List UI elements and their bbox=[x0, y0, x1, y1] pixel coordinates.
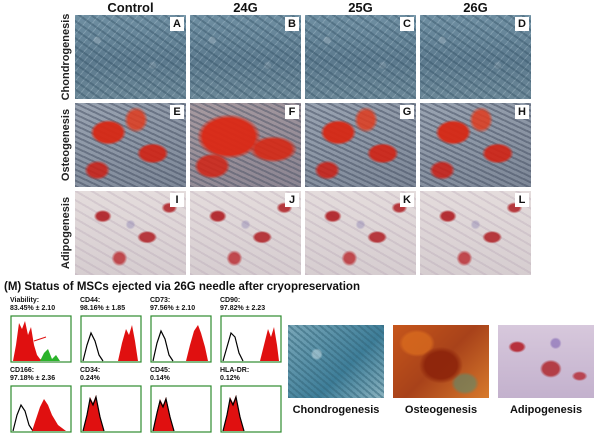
column-header-25g: 25G bbox=[348, 0, 373, 15]
micrograph-adipogenesis-control: I bbox=[75, 191, 186, 275]
micrograph-adipogenesis-26g: L bbox=[420, 191, 531, 275]
row-label-chondrogenesis: Chondrogenesis bbox=[60, 13, 72, 101]
row-label-adipogenesis: Adipogenesis bbox=[60, 196, 72, 270]
panel-letter-h: H bbox=[515, 105, 529, 119]
flow-value-cd34: 0.24% bbox=[80, 375, 100, 382]
flow-panel-cd90: CD90: 97.82% ± 2.23 bbox=[220, 297, 282, 365]
panel-letter-g: G bbox=[400, 105, 414, 119]
panel-letter-j: J bbox=[285, 193, 299, 207]
column-header-24g: 24G bbox=[233, 0, 258, 15]
panel-letter-d: D bbox=[515, 17, 529, 31]
flow-label-cd45: CD45: bbox=[150, 367, 171, 374]
flow-panel-cd166: CD166: 97.18% ± 2.36 bbox=[10, 367, 72, 435]
flow-label-cd166: CD166: bbox=[10, 367, 35, 374]
micrograph-osteogenesis-25g: G bbox=[305, 103, 416, 187]
panel-letter-l: L bbox=[515, 193, 529, 207]
histogram-hla-dr bbox=[220, 385, 282, 433]
panel-letter-e: E bbox=[170, 105, 184, 119]
section-m-title: (M) Status of MSCs ejected via 26G needl… bbox=[4, 281, 360, 293]
flow-value-cd166: 97.18% ± 2.36 bbox=[10, 375, 56, 382]
flow-panel-viability: Viability: 83.45% ± 2.10 bbox=[10, 297, 72, 365]
micrograph-osteogenesis-26g: H bbox=[420, 103, 531, 187]
micrograph-chondrogenesis-24g: B bbox=[190, 15, 301, 99]
micrograph-adipogenesis-24g: J bbox=[190, 191, 301, 275]
flow-label-hla-dr: HLA-DR: bbox=[220, 367, 250, 374]
row-label-osteogenesis: Osteogenesis bbox=[60, 108, 72, 182]
flow-label-cd44: CD44: bbox=[80, 297, 101, 304]
panel-letter-c: C bbox=[400, 17, 414, 31]
micrograph-chondrogenesis-control: A bbox=[75, 15, 186, 99]
histogram-cd45 bbox=[150, 385, 212, 433]
histogram-cd166 bbox=[10, 385, 72, 433]
flow-label-cd90: CD90: bbox=[220, 297, 241, 304]
flow-label-cd73: CD73: bbox=[150, 297, 171, 304]
micrograph-osteogenesis-control: E bbox=[75, 103, 186, 187]
micrograph-chondrogenesis-25g: C bbox=[305, 15, 416, 99]
histogram-viability bbox=[10, 315, 72, 363]
panel-letter-f: F bbox=[285, 105, 299, 119]
histogram-cd73 bbox=[150, 315, 212, 363]
flow-panel-cd44: CD44: 98.16% ± 1.85 bbox=[80, 297, 142, 365]
flow-value-cd44: 98.16% ± 1.85 bbox=[80, 305, 126, 312]
panel-letter-i: I bbox=[170, 193, 184, 207]
flow-value-cd45: 0.14% bbox=[150, 375, 170, 382]
flow-panel-cd73: CD73: 97.56% ± 2.10 bbox=[150, 297, 212, 365]
panel-letter-a: A bbox=[170, 17, 184, 31]
histogram-cd44 bbox=[80, 315, 142, 363]
column-header-26g: 26G bbox=[463, 0, 488, 15]
flow-panel-cd34: CD34: 0.24% bbox=[80, 367, 142, 435]
histogram-cd90 bbox=[220, 315, 282, 363]
flow-value-viability: 83.45% ± 2.10 bbox=[10, 305, 56, 312]
micrograph-adipogenesis-25g: K bbox=[305, 191, 416, 275]
flow-label-cd34: CD34: bbox=[80, 367, 101, 374]
flow-value-cd90: 97.82% ± 2.23 bbox=[220, 305, 266, 312]
panel-letter-k: K bbox=[400, 193, 414, 207]
micrograph-chondrogenesis-26g: D bbox=[420, 15, 531, 99]
label-m-osteogenesis: Osteogenesis bbox=[404, 404, 478, 416]
histogram-cd34 bbox=[80, 385, 142, 433]
flow-value-cd73: 97.56% ± 2.10 bbox=[150, 305, 196, 312]
micrograph-osteogenesis-24g: F bbox=[190, 103, 301, 187]
flow-label-viability: Viability: bbox=[10, 297, 40, 304]
label-m-adipogenesis: Adipogenesis bbox=[509, 404, 583, 416]
micrograph-m-adipogenesis bbox=[498, 325, 594, 398]
flow-panel-hla-dr: HLA-DR: 0.12% bbox=[220, 367, 282, 435]
flow-value-hla-dr: 0.12% bbox=[220, 375, 240, 382]
panel-letter-b: B bbox=[285, 17, 299, 31]
column-header-control: Control bbox=[107, 0, 154, 15]
flow-panel-cd45: CD45: 0.14% bbox=[150, 367, 212, 435]
label-m-chondrogenesis: Chondrogenesis bbox=[292, 404, 380, 416]
micrograph-m-chondrogenesis bbox=[288, 325, 384, 398]
micrograph-m-osteogenesis bbox=[393, 325, 489, 398]
